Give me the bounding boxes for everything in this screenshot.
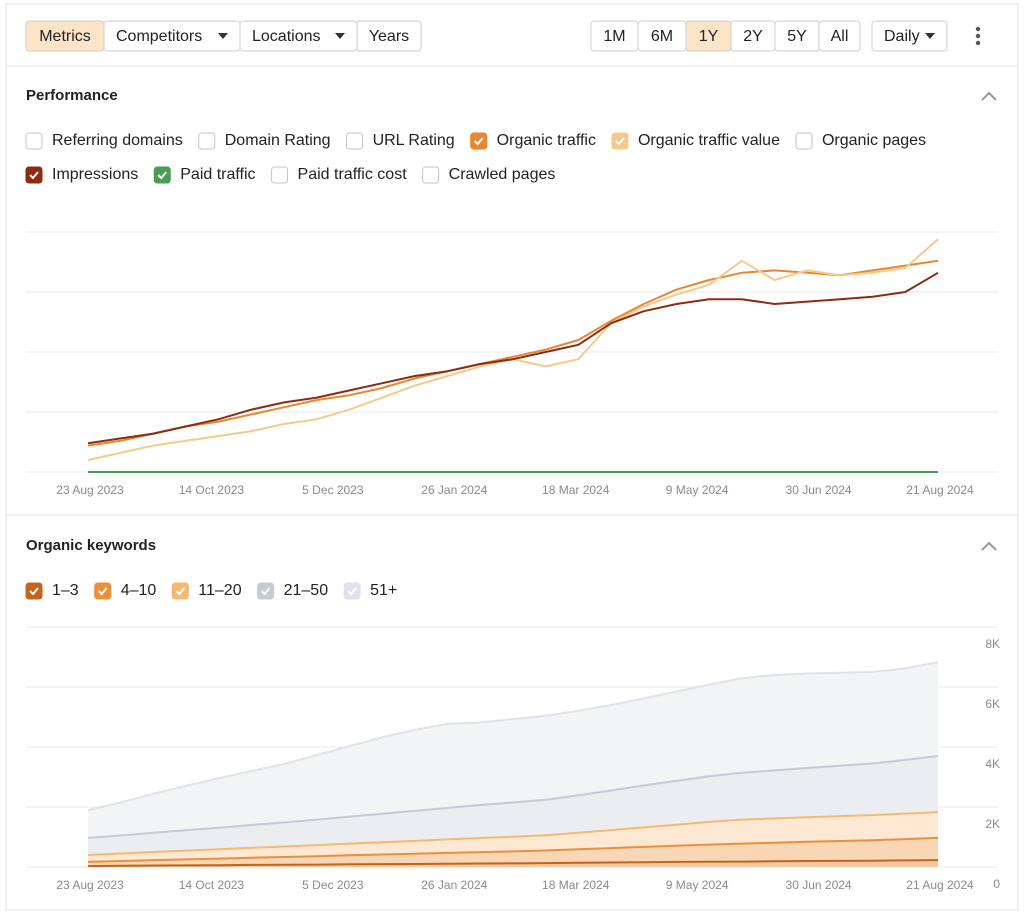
- legend-checkbox[interactable]: [171, 582, 189, 600]
- checkmark: [157, 171, 168, 180]
- legend-label: Organic traffic: [497, 132, 596, 149]
- y-tick-label: 0: [993, 877, 1000, 891]
- x-tick-label: 18 Mar 2024: [542, 483, 610, 497]
- legend-label: 51+: [370, 582, 397, 599]
- legend-checkbox[interactable]: [25, 166, 43, 184]
- x-tick-label: 26 Jan 2024: [421, 483, 487, 497]
- legend-checkbox[interactable]: [257, 582, 275, 600]
- area-fill: [88, 756, 938, 855]
- legend-label: Referring domains: [52, 132, 183, 149]
- legend-label: Impressions: [52, 166, 138, 183]
- legend-label: Domain Rating: [225, 132, 331, 149]
- legend-label: 11–20: [198, 582, 241, 599]
- button-label: Metrics: [39, 28, 91, 45]
- legend-checkbox[interactable]: [795, 132, 813, 150]
- button-label: 2Y: [743, 28, 763, 45]
- x-tick-label: 26 Jan 2024: [421, 878, 487, 892]
- checkmark: [97, 587, 108, 596]
- legend-checkbox[interactable]: [470, 132, 488, 150]
- legend-checkbox[interactable]: [198, 132, 216, 150]
- legend-checkbox[interactable]: [153, 166, 171, 184]
- toolbar-button[interactable]: [871, 20, 948, 52]
- legend-checkbox[interactable]: [422, 166, 440, 184]
- button-label: 1Y: [699, 28, 719, 45]
- x-tick-label: 23 Aug 2023: [56, 483, 124, 497]
- y-tick-label: 8K: [985, 637, 1000, 651]
- legend-label: 4–10: [121, 582, 157, 599]
- legend-label: Paid traffic: [180, 166, 255, 183]
- dropdown-arrow: [925, 33, 935, 39]
- checkmark: [29, 587, 39, 596]
- x-tick-label: 5 Dec 2023: [302, 878, 364, 892]
- x-tick-label: 5 Dec 2023: [302, 483, 364, 497]
- menu-dot[interactable]: [975, 40, 981, 46]
- toolbar-button[interactable]: [356, 20, 422, 52]
- series-line: [87, 271, 939, 445]
- legend-checkbox[interactable]: [94, 582, 112, 600]
- collapse-chevron[interactable]: [981, 91, 997, 101]
- legend-label: Paid traffic cost: [298, 166, 408, 183]
- x-tick-label: 21 Aug 2024: [906, 483, 974, 497]
- legend-label: Crawled pages: [449, 166, 556, 183]
- section-title: Performance: [26, 87, 118, 104]
- toolbar-button[interactable]: [818, 20, 861, 52]
- legend-checkbox[interactable]: [25, 582, 43, 600]
- area-line: [87, 836, 939, 863]
- checkmark: [260, 587, 271, 596]
- dropdown-arrow: [335, 33, 345, 39]
- area-line: [87, 859, 939, 868]
- x-tick-label: 30 Jun 2024: [786, 878, 852, 892]
- x-tick-label: 9 May 2024: [666, 483, 729, 497]
- button-label: Locations: [252, 28, 321, 45]
- legend-label: 1–3: [52, 582, 79, 599]
- x-tick-label: 18 Mar 2024: [542, 878, 610, 892]
- dropdown-arrow: [218, 33, 228, 39]
- y-tick-label: 4K: [985, 757, 1000, 771]
- x-tick-label: 9 May 2024: [666, 878, 729, 892]
- area-line: [87, 755, 939, 839]
- legend-checkbox[interactable]: [346, 132, 364, 150]
- button-label: 5Y: [787, 28, 807, 45]
- collapse-chevron[interactable]: [981, 541, 997, 551]
- x-tick-label: 14 Oct 2023: [179, 483, 245, 497]
- legend-label: URL Rating: [373, 132, 455, 149]
- legend-checkbox[interactable]: [25, 132, 43, 150]
- x-tick-label: 23 Aug 2023: [56, 878, 124, 892]
- checkmark: [615, 137, 625, 146]
- button-label: All: [831, 28, 849, 45]
- area-line: [87, 661, 939, 811]
- button-label: Competitors: [116, 28, 202, 45]
- button-label: 6M: [651, 28, 673, 45]
- legend-label: 21–50: [284, 582, 329, 599]
- legend-checkbox[interactable]: [271, 166, 289, 184]
- button-label: Years: [369, 28, 409, 45]
- button-label: Daily: [884, 28, 920, 45]
- menu-dot[interactable]: [975, 33, 981, 39]
- legend-label: Organic pages: [822, 132, 926, 149]
- checkmark: [473, 137, 484, 146]
- checkmark: [175, 587, 186, 596]
- y-tick-label: 6K: [985, 697, 1000, 711]
- x-tick-label: 14 Oct 2023: [179, 878, 245, 892]
- section-title: Organic keywords: [26, 537, 156, 554]
- x-tick-label: 30 Jun 2024: [786, 483, 852, 497]
- legend-checkbox[interactable]: [343, 582, 361, 600]
- area-line: [87, 811, 939, 856]
- area-fill: [88, 662, 938, 838]
- button-label: 1M: [603, 28, 625, 45]
- legend-checkbox[interactable]: [611, 132, 629, 150]
- x-tick-label: 21 Aug 2024: [906, 878, 974, 892]
- checkmark: [29, 171, 39, 180]
- legend-label: Organic traffic value: [638, 132, 780, 149]
- checkmark: [347, 587, 357, 596]
- menu-dot[interactable]: [975, 26, 981, 32]
- y-tick-label: 2K: [985, 817, 1000, 831]
- series-line: [87, 259, 939, 447]
